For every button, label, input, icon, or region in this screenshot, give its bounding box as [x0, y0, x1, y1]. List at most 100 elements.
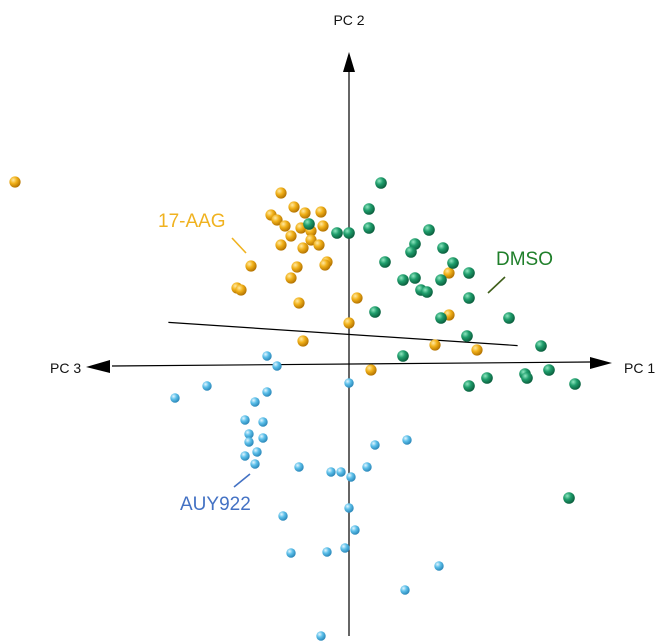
point-dmso [303, 218, 315, 230]
point-17-aag [313, 239, 325, 251]
point-17-aag [297, 242, 309, 254]
point-17-aag [279, 220, 291, 232]
point-dmso [331, 227, 343, 239]
point-auy922 [240, 451, 250, 461]
label-17aag: 17-AAG [158, 211, 226, 232]
point-17-aag [443, 267, 455, 279]
pc3-axis-label: PC 3 [50, 360, 81, 376]
point-auy922 [400, 585, 410, 595]
point-17-aag [351, 292, 363, 304]
point-auy922 [244, 437, 254, 447]
point-auy922 [322, 547, 332, 557]
point-dmso [503, 312, 515, 324]
point-dmso [435, 312, 447, 324]
point-auy922 [286, 548, 296, 558]
leader-17aag [231, 237, 247, 254]
point-auy922 [272, 361, 282, 371]
point-auy922 [326, 467, 336, 477]
point-17-aag [315, 206, 327, 218]
point-auy922 [350, 525, 360, 535]
point-17-aag [245, 260, 257, 272]
point-auy922 [240, 415, 250, 425]
point-dmso [363, 203, 375, 215]
point-dmso [343, 227, 355, 239]
point-auy922 [250, 459, 260, 469]
leader-dmso [487, 276, 506, 294]
point-17-aag [291, 261, 303, 273]
point-auy922 [170, 393, 180, 403]
point-dmso [569, 378, 581, 390]
point-auy922 [344, 378, 354, 388]
point-auy922 [336, 467, 346, 477]
point-auy922 [258, 417, 268, 427]
point-auy922 [244, 429, 254, 439]
point-auy922 [278, 511, 288, 521]
point-auy922 [202, 381, 212, 391]
point-auy922 [316, 631, 326, 641]
point-auy922 [340, 543, 350, 553]
point-dmso [379, 256, 391, 268]
pc1-pc3-axis-line [111, 361, 591, 367]
point-17-aag [297, 335, 309, 347]
series-auy922 [170, 351, 444, 641]
pc1-arrowhead [590, 357, 612, 369]
point-dmso [435, 274, 447, 286]
pc2-axis-label: PC 2 [333, 12, 364, 28]
point-17-aag [293, 297, 305, 309]
point-17-aag [285, 230, 297, 242]
point-17-aag [365, 364, 377, 376]
point-dmso [463, 380, 475, 392]
point-dmso [423, 224, 435, 236]
point-dmso [463, 292, 475, 304]
leader-auy922 [233, 473, 251, 488]
point-dmso [437, 242, 449, 254]
point-auy922 [294, 462, 304, 472]
point-dmso [461, 330, 473, 342]
point-17-aag [285, 272, 297, 284]
point-dmso [481, 372, 493, 384]
point-17-aag [471, 344, 483, 356]
point-auy922 [370, 440, 380, 450]
point-auy922 [250, 397, 260, 407]
point-dmso [535, 340, 547, 352]
point-auy922 [258, 433, 268, 443]
annotation-dmso: DMSO [487, 249, 553, 294]
point-dmso [563, 492, 575, 504]
point-dmso [375, 177, 387, 189]
point-dmso [521, 372, 533, 384]
point-dmso [543, 364, 555, 376]
point-17-aag [288, 201, 300, 213]
point-17-aag [429, 339, 441, 351]
series-dmso [303, 177, 581, 504]
point-auy922 [262, 387, 272, 397]
point-auy922 [362, 462, 372, 472]
point-17-aag [343, 317, 355, 329]
point-17-aag [305, 234, 317, 246]
point-17-aag [9, 176, 21, 188]
point-17-aag [319, 259, 331, 271]
point-dmso [363, 222, 375, 234]
point-auy922 [252, 447, 262, 457]
depth-axis-line [168, 321, 518, 347]
point-auy922 [344, 503, 354, 513]
point-dmso [397, 274, 409, 286]
point-17-aag [271, 214, 283, 226]
point-17-aag [317, 220, 329, 232]
point-auy922 [434, 561, 444, 571]
pc2-arrowhead [343, 52, 355, 72]
annotation-17aag: 17-AAG [158, 211, 247, 254]
point-17-aag [275, 187, 287, 199]
label-auy922: AUY922 [180, 494, 251, 515]
pc1-axis-label: PC 1 [624, 360, 655, 376]
data-points [9, 176, 581, 641]
point-auy922 [402, 435, 412, 445]
point-dmso [421, 286, 433, 298]
point-auy922 [346, 472, 356, 482]
point-17-aag [235, 284, 247, 296]
axes [86, 52, 612, 636]
point-dmso [409, 272, 421, 284]
point-auy922 [262, 351, 272, 361]
point-dmso [405, 246, 417, 258]
point-17-aag [275, 239, 287, 251]
